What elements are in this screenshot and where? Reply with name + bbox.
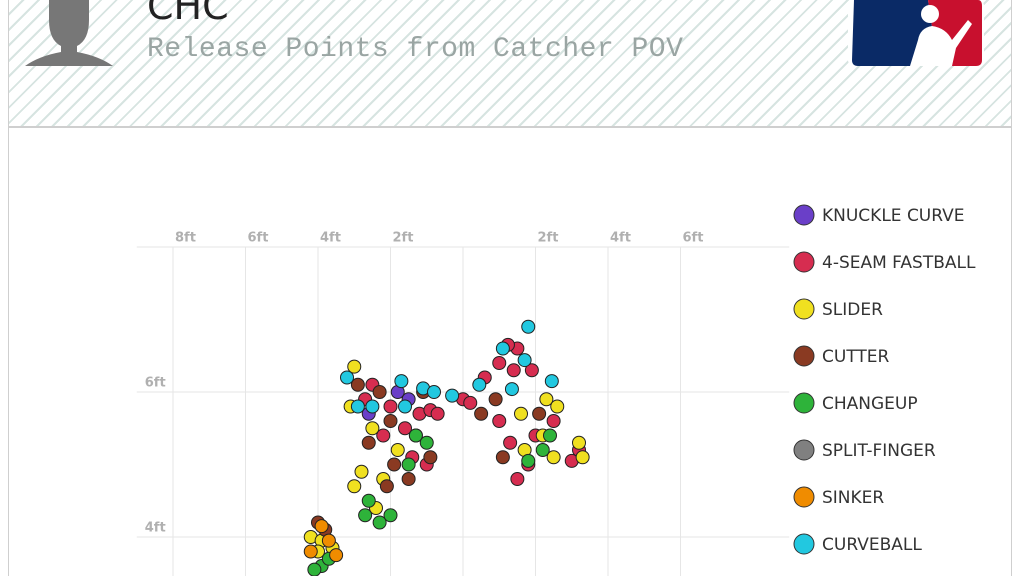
pitch-point [379, 479, 394, 494]
pitch-point [544, 374, 559, 389]
legend-label: CHANGEUP [822, 394, 918, 414]
pitch-point [524, 363, 539, 378]
pitch-point [347, 479, 362, 494]
pitch-point [350, 377, 365, 392]
x-tick-label: 4ft [610, 231, 631, 246]
pitch-point [365, 421, 380, 436]
pitch-point [430, 406, 445, 421]
pitch-point [445, 388, 460, 403]
pitch-point [408, 428, 423, 443]
legend-marker [793, 486, 815, 508]
y-tick-label: 6ft [145, 376, 166, 391]
pitch-point [521, 319, 536, 334]
pitch-point [495, 450, 510, 465]
legend-marker [793, 392, 815, 414]
pitch-point [361, 435, 376, 450]
x-tick-label: 2ft [393, 231, 414, 246]
pitch-point [492, 356, 507, 370]
pitch-point [340, 370, 354, 385]
x-tick-label: 4ft [320, 231, 341, 246]
pitch-point [347, 359, 362, 374]
legend-marker [793, 345, 815, 367]
legend-marker [793, 204, 815, 226]
pitch-point [546, 450, 561, 465]
pitch-point [383, 508, 398, 523]
pitch-point [354, 464, 369, 479]
pitch-point [383, 399, 398, 414]
x-tick-label: 2ft [538, 231, 559, 246]
pitch-point [314, 519, 329, 534]
pitch-point [398, 399, 412, 414]
pitch-point [492, 414, 507, 428]
pitch-point [383, 414, 398, 428]
pitch-point [401, 472, 416, 486]
legend-marker [793, 251, 815, 273]
pitch-point [506, 363, 521, 378]
legend-marker [793, 439, 815, 461]
legend-label: KNUCKLE CURVE [822, 206, 965, 226]
pitch-point [361, 493, 376, 508]
pitch-point [550, 399, 565, 414]
pitch-point [423, 450, 438, 465]
y-tick-label: 4ft [145, 521, 166, 536]
pitch-point [307, 562, 322, 576]
pitch-point [394, 374, 409, 389]
pitch-point [329, 548, 344, 563]
pitch-point [575, 450, 590, 465]
x-tick-label: 6ft [248, 231, 269, 246]
team-name: CHC [147, 0, 229, 28]
legend-label: SLIDER [822, 300, 883, 320]
pitch-point [372, 515, 387, 530]
legend-label: SINKER [822, 488, 884, 508]
pitch-point [521, 453, 536, 468]
pitch-point [510, 472, 525, 486]
legend-label: SPLIT-FINGER [822, 441, 936, 461]
mlb-logo [848, 0, 984, 66]
pitch-point [543, 428, 557, 443]
pitch-point [474, 406, 489, 421]
pitch-point [495, 341, 510, 356]
pitch-point [321, 533, 336, 548]
header: CHC Release Points from Catcher POV [8, 0, 1012, 127]
legend-marker [793, 533, 815, 555]
pitch-point [419, 435, 434, 450]
legend-label: 4-SEAM FASTBALL [822, 253, 976, 273]
player-avatar [25, 0, 113, 66]
legend-label: CURVEBALL [822, 535, 922, 555]
pitch-point [376, 428, 391, 443]
x-tick-label: 8ft [175, 231, 196, 246]
pitch-point [303, 544, 318, 559]
pitch-point [504, 382, 519, 397]
pitch-point [372, 385, 387, 399]
pitch-point [546, 414, 561, 428]
pitch-point [350, 399, 365, 414]
pitch-point [358, 508, 373, 523]
pitch-point [535, 443, 550, 457]
pitch-point [398, 421, 412, 436]
pitch-point [401, 457, 416, 472]
pitch-point [514, 406, 528, 421]
pitch-point [572, 435, 586, 450]
pitch-point [472, 377, 487, 392]
legend-marker [793, 298, 815, 320]
pitch-point [532, 406, 547, 421]
pitch-point [365, 399, 380, 414]
pitch-point [488, 392, 503, 407]
legend-label: CUTTER [822, 347, 890, 367]
pitch-point [463, 395, 478, 410]
pitch-point [387, 457, 402, 472]
x-tick-label: 6ft [683, 231, 704, 246]
pitch-point [517, 353, 532, 368]
pitch-point [427, 385, 441, 399]
pitch-point [539, 392, 554, 407]
subtitle: Release Points from Catcher POV [147, 34, 684, 65]
pitch-point [503, 435, 518, 450]
pitch-point [390, 443, 405, 457]
